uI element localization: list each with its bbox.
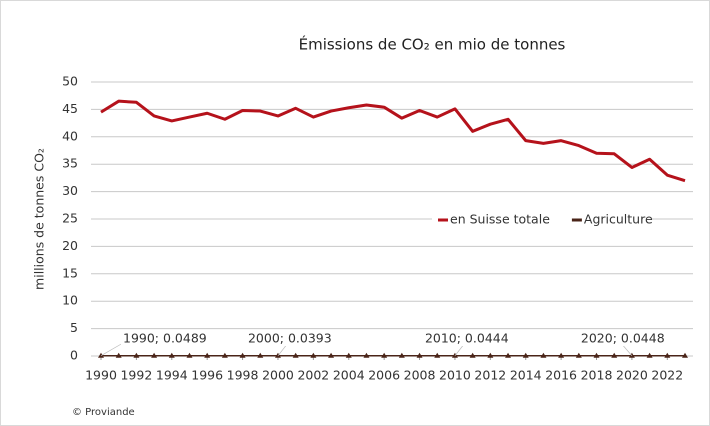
- chart-title: Émissions de CO₂ en mio de tonnes: [299, 35, 566, 54]
- point-marker: [133, 352, 140, 358]
- x-tick-label: 2018: [581, 368, 613, 383]
- y-tick-label: 5: [70, 320, 78, 335]
- label-bg: [422, 331, 505, 346]
- point-marker: [257, 352, 264, 358]
- source: © Proviande: [72, 407, 135, 418]
- x-tick-label: 2002: [297, 368, 329, 383]
- line-series: [100, 99, 686, 183]
- data-label: 1990; 0.0489: [123, 331, 207, 346]
- y-tick-label: 0: [70, 348, 78, 363]
- point-marker: [381, 352, 388, 358]
- point-marker: [469, 352, 476, 358]
- x-tick-label: 2006: [368, 368, 400, 383]
- y-tick-label: 40: [62, 128, 78, 143]
- y-tick-label: 10: [62, 293, 78, 308]
- y-tick-label: 30: [62, 183, 78, 198]
- y-tick-label: 20: [62, 238, 78, 253]
- point-marker: [593, 352, 600, 358]
- y-tick-label: 15: [62, 265, 78, 280]
- y-tick-label: 25: [62, 211, 78, 226]
- x-tick-label: 2012: [474, 368, 506, 383]
- data-label: 2010; 0.0444: [425, 331, 509, 346]
- y-tick-label: 45: [62, 101, 78, 116]
- point-marker: [682, 352, 688, 358]
- legend-label: en Suisse totale: [450, 212, 550, 227]
- point-marker: [345, 352, 352, 358]
- x-tick-label: 2010: [439, 368, 471, 383]
- legend-bg: [432, 210, 652, 230]
- data-label: 2000; 0.0393: [248, 331, 332, 346]
- y-tick-label: 35: [62, 156, 78, 171]
- point-marker: [363, 352, 370, 358]
- point-marker: [151, 352, 158, 358]
- point-marker: [664, 352, 671, 358]
- y-tick-label: 50: [62, 74, 78, 89]
- x-tick-label: 2008: [404, 368, 436, 383]
- point-marker: [221, 352, 228, 358]
- point-marker: [522, 352, 529, 358]
- x-tick-label: 2016: [545, 368, 577, 383]
- point-marker: [558, 352, 565, 358]
- y-axis-label: millions de tonnes CO₂: [32, 148, 47, 290]
- point-marker: [168, 352, 175, 358]
- label-bg: [245, 331, 328, 346]
- x-tick-label: 1994: [156, 368, 188, 383]
- point-marker: [505, 352, 512, 358]
- x-tick-label: 2022: [651, 368, 683, 383]
- legend-label: Agriculture: [584, 212, 653, 227]
- point-marker: [328, 352, 335, 358]
- x-tick-label: 1998: [227, 368, 259, 383]
- x-tick-label: 1990: [85, 368, 117, 383]
- point-marker: [434, 352, 441, 358]
- point-marker: [540, 352, 547, 358]
- point-marker: [239, 352, 246, 358]
- point-marker: [416, 352, 423, 358]
- point-marker: [487, 352, 494, 358]
- point-marker: [204, 352, 211, 358]
- x-tick-label: 1992: [120, 368, 152, 383]
- point-marker: [186, 352, 193, 358]
- x-tick-label: 2000: [262, 368, 294, 383]
- x-tick-label: 2014: [510, 368, 542, 383]
- x-tick-label: 2004: [333, 368, 365, 383]
- label-bg: [121, 331, 203, 346]
- point-marker: [310, 352, 317, 358]
- point-marker: [115, 352, 122, 358]
- point-marker: [292, 352, 299, 358]
- point-marker: [646, 352, 653, 358]
- point-marker: [98, 352, 104, 358]
- point-marker: [575, 352, 582, 358]
- point-marker: [611, 352, 618, 358]
- label-leader: [100, 342, 124, 357]
- x-tick-label: 2020: [616, 368, 648, 383]
- label-bg: [578, 331, 661, 346]
- x-tick-label: 1996: [191, 368, 223, 383]
- point-marker: [398, 352, 405, 358]
- data-label: 2020; 0.0448: [581, 331, 665, 346]
